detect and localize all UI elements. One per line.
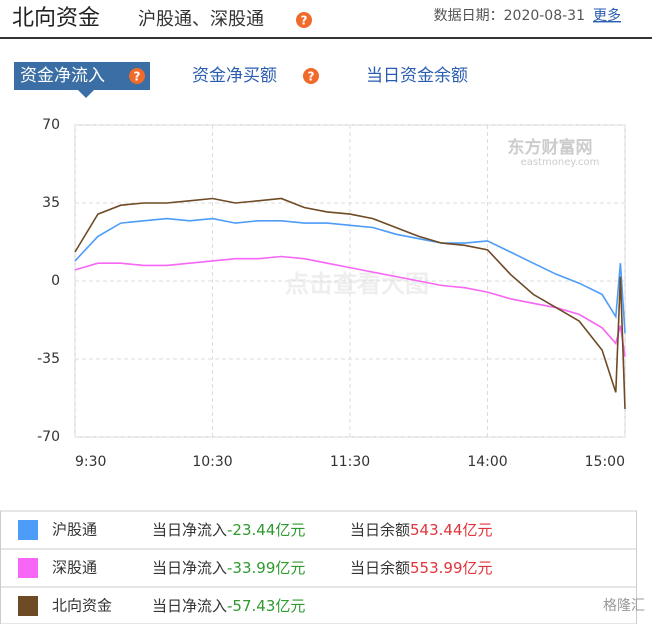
corner-watermark: 格隆汇 — [603, 598, 645, 614]
balance-label: 当日余额 — [350, 521, 410, 539]
brand-url-watermark: eastmoney.com — [521, 157, 600, 168]
x-tick-label: 10:30 — [192, 454, 232, 470]
series-line — [74, 197, 626, 410]
balance-label: 当日余额 — [350, 559, 410, 577]
y-tick-label: -70 — [37, 429, 60, 445]
legend-swatch — [18, 558, 38, 578]
help-icon-text: ? — [301, 14, 308, 28]
help-icon-text: ? — [308, 70, 315, 84]
summary-table — [0, 510, 637, 624]
help-icon[interactable] — [129, 68, 145, 84]
x-tick-label: 15:00 — [585, 454, 625, 470]
y-tick-label: 0 — [51, 273, 60, 289]
title: 北向资金 — [12, 6, 100, 31]
legend-label: 深股通 — [52, 559, 97, 577]
balance-value: 543.44亿元 — [410, 521, 493, 539]
legend-label: 北向资金 — [52, 597, 112, 615]
subtitle: 沪股通、深股通 — [138, 9, 264, 30]
brand-watermark: 东方财富网 — [508, 137, 593, 158]
summary-text: 当日余额543.44亿元 — [350, 521, 493, 539]
y-tick-label: -35 — [37, 351, 60, 367]
summary-text: 当日余额553.99亿元 — [350, 559, 493, 577]
legend-swatch — [18, 520, 38, 540]
legend-label: 沪股通 — [52, 521, 97, 539]
tab[interactable]: 资金净流入 — [20, 66, 105, 86]
tab[interactable]: 资金净买额 — [192, 66, 277, 86]
center-watermark[interactable]: 点击查看大图 — [285, 270, 429, 298]
balance-value: 553.99亿元 — [410, 559, 493, 577]
tab-pointer — [78, 90, 94, 98]
series-line — [74, 255, 626, 357]
data-date: 数据日期：2020-08-31 — [434, 8, 585, 24]
summary-text: 当日净流入-33.99亿元 — [152, 559, 305, 577]
active-tab[interactable] — [14, 62, 150, 90]
y-tick-label: 35 — [42, 195, 60, 211]
flow-label: 当日净流入 — [152, 559, 227, 577]
flow-value: -57.43亿元 — [227, 597, 305, 615]
more-link[interactable]: 更多 — [593, 7, 621, 24]
summary-text: 当日净流入-23.44亿元 — [152, 521, 305, 539]
summary-text: 当日净流入-57.43亿元 — [152, 597, 305, 615]
series-line — [74, 217, 626, 334]
flow-label: 当日净流入 — [152, 521, 227, 539]
flow-value: -33.99亿元 — [227, 559, 305, 577]
help-icon-text: ? — [134, 70, 141, 84]
help-icon[interactable] — [303, 68, 319, 84]
x-tick-label: 14:00 — [467, 454, 507, 470]
tab[interactable]: 当日资金余额 — [366, 66, 468, 86]
legend-swatch — [18, 596, 38, 616]
y-tick-label: 70 — [42, 117, 60, 133]
x-tick-label: 11:30 — [330, 454, 370, 470]
flow-value: -23.44亿元 — [227, 521, 305, 539]
x-tick-label: 9:30 — [75, 454, 106, 470]
flow-label: 当日净流入 — [152, 597, 227, 615]
help-icon[interactable] — [296, 12, 312, 28]
